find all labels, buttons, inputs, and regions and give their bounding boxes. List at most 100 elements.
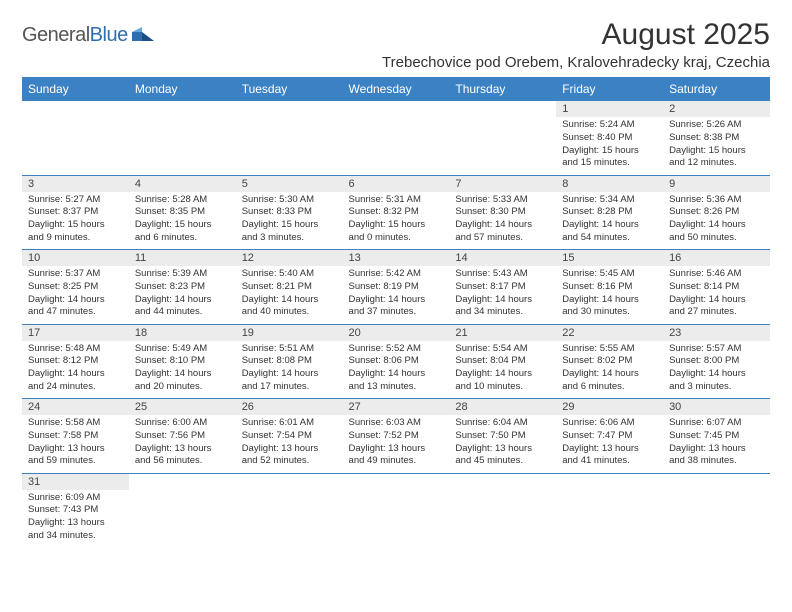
sunset-line: Sunset: 7:54 PM (242, 430, 337, 443)
day-number-cell: 10 (22, 250, 129, 267)
day-number-cell (343, 473, 450, 490)
day-number-cell (449, 101, 556, 117)
sunrise-line: Sunrise: 5:45 AM (562, 268, 657, 281)
sunrise-line: Sunrise: 5:24 AM (562, 119, 657, 132)
sunset-line: Sunset: 8:38 PM (669, 132, 764, 145)
day-number-cell: 27 (343, 399, 450, 416)
day-number-cell: 8 (556, 175, 663, 192)
sunrise-line: Sunrise: 5:36 AM (669, 194, 764, 207)
day-number-cell (236, 473, 343, 490)
daylight-line: Daylight: 14 hours and 44 minutes. (135, 294, 230, 320)
day-detail-cell: Sunrise: 5:37 AMSunset: 8:25 PMDaylight:… (22, 266, 129, 324)
detail-row: Sunrise: 5:48 AMSunset: 8:12 PM Daylight:… (22, 341, 770, 399)
sunset-line: Sunset: 7:43 PM (28, 504, 123, 517)
day-detail-cell: Sunrise: 5:45 AMSunset: 8:16 PMDaylight:… (556, 266, 663, 324)
sunrise-line: Sunrise: 5:54 AM (455, 343, 550, 356)
day-detail-cell: Sunrise: 5:24 AMSunset: 8:40 PMDaylight:… (556, 117, 663, 175)
sunrise-line: Sunrise: 5:40 AM (242, 268, 337, 281)
day-number-cell (663, 473, 770, 490)
day-number-cell: 5 (236, 175, 343, 192)
sunrise-line: Sunrise: 5:48 AM (28, 343, 123, 356)
sunrise-line: Sunrise: 5:57 AM (669, 343, 764, 356)
sunrise-line: Sunrise: 5:34 AM (562, 194, 657, 207)
day-detail-cell: Sunrise: 5:40 AMSunset: 8:21 PMDaylight:… (236, 266, 343, 324)
sunrise-line: Sunrise: 6:09 AM (28, 492, 123, 505)
day-number-cell (129, 473, 236, 490)
daylight-line: Daylight: 15 hours and 15 minutes. (562, 145, 657, 171)
sunset-line: Sunset: 8:04 PM (455, 355, 550, 368)
weekday-header: Sunday (22, 77, 129, 101)
detail-row: Sunrise: 5:27 AMSunset: 8:37 PMDaylight:… (22, 192, 770, 250)
sunset-line: Sunset: 8:21 PM (242, 281, 337, 294)
day-number-cell: 22 (556, 324, 663, 341)
sunrise-line: Sunrise: 5:51 AM (242, 343, 337, 356)
day-detail-cell (343, 117, 450, 175)
sunrise-line: Sunrise: 5:46 AM (669, 268, 764, 281)
day-number-cell: 20 (343, 324, 450, 341)
day-number-cell: 13 (343, 250, 450, 267)
day-detail-cell: Sunrise: 5:34 AMSunset: 8:28 PMDaylight:… (556, 192, 663, 250)
daylight-line: Daylight: 14 hours and 10 minutes. (455, 368, 550, 394)
day-number-cell: 29 (556, 399, 663, 416)
calendar-table: SundayMondayTuesdayWednesdayThursdayFrid… (22, 77, 770, 548)
daylight-line: Daylight: 13 hours and 41 minutes. (562, 443, 657, 469)
sunrise-line: Sunrise: 5:28 AM (135, 194, 230, 207)
header: GeneralBlue August 2025 Trebechovice pod… (22, 18, 770, 71)
day-number-cell: 26 (236, 399, 343, 416)
daylight-line: Daylight: 14 hours and 34 minutes. (455, 294, 550, 320)
daynum-row: 3456789 (22, 175, 770, 192)
daynum-row: 24252627282930 (22, 399, 770, 416)
weekday-header: Monday (129, 77, 236, 101)
daynum-row: 10111213141516 (22, 250, 770, 267)
sunset-line: Sunset: 8:19 PM (349, 281, 444, 294)
daylight-line: Daylight: 14 hours and 30 minutes. (562, 294, 657, 320)
day-detail-cell: Sunrise: 5:42 AMSunset: 8:19 PMDaylight:… (343, 266, 450, 324)
daylight-line: Daylight: 15 hours and 6 minutes. (135, 219, 230, 245)
daylight-line: Daylight: 15 hours and 12 minutes. (669, 145, 764, 171)
daylight-line: Daylight: 14 hours and 57 minutes. (455, 219, 550, 245)
sunset-line: Sunset: 8:14 PM (669, 281, 764, 294)
daylight-line: Daylight: 14 hours and 6 minutes. (562, 368, 657, 394)
daylight-line: Daylight: 14 hours and 40 minutes. (242, 294, 337, 320)
day-detail-cell (129, 117, 236, 175)
day-detail-cell: Sunrise: 5:57 AMSunset: 8:00 PMDaylight:… (663, 341, 770, 399)
day-number-cell: 31 (22, 473, 129, 490)
sunset-line: Sunset: 8:30 PM (455, 206, 550, 219)
sunset-line: Sunset: 8:12 PM (28, 355, 123, 368)
month-title: August 2025 (382, 18, 770, 52)
location: Trebechovice pod Orebem, Kralovehradecky… (382, 54, 770, 71)
sunrise-line: Sunrise: 5:58 AM (28, 417, 123, 430)
sunset-line: Sunset: 8:26 PM (669, 206, 764, 219)
day-number-cell (22, 101, 129, 117)
daylight-line: Daylight: 14 hours and 20 minutes. (135, 368, 230, 394)
day-number-cell: 2 (663, 101, 770, 117)
sunrise-line: Sunrise: 6:07 AM (669, 417, 764, 430)
sunset-line: Sunset: 8:23 PM (135, 281, 230, 294)
day-number-cell: 25 (129, 399, 236, 416)
sunset-line: Sunset: 7:58 PM (28, 430, 123, 443)
day-detail-cell: Sunrise: 5:30 AMSunset: 8:33 PMDaylight:… (236, 192, 343, 250)
day-number-cell: 18 (129, 324, 236, 341)
brand-name: GeneralBlue (22, 24, 128, 47)
day-detail-cell: Sunrise: 5:27 AMSunset: 8:37 PMDaylight:… (22, 192, 129, 250)
day-detail-cell: Sunrise: 5:58 AMSunset: 7:58 PMDaylight:… (22, 415, 129, 473)
day-detail-cell (343, 490, 450, 548)
day-detail-cell: Sunrise: 5:54 AMSunset: 8:04 PMDaylight:… (449, 341, 556, 399)
sunset-line: Sunset: 8:40 PM (562, 132, 657, 145)
day-number-cell: 28 (449, 399, 556, 416)
sunset-line: Sunset: 8:16 PM (562, 281, 657, 294)
calendar-header-row: SundayMondayTuesdayWednesdayThursdayFrid… (22, 77, 770, 101)
day-detail-cell: Sunrise: 6:09 AMSunset: 7:43 PMDaylight:… (22, 490, 129, 548)
sunrise-line: Sunrise: 5:55 AM (562, 343, 657, 356)
daylight-line: Daylight: 15 hours and 3 minutes. (242, 219, 337, 245)
day-number-cell: 7 (449, 175, 556, 192)
day-detail-cell: Sunrise: 5:46 AMSunset: 8:14 PMDaylight:… (663, 266, 770, 324)
day-number-cell: 12 (236, 250, 343, 267)
day-detail-cell: Sunrise: 5:49 AMSunset: 8:10 PMDaylight:… (129, 341, 236, 399)
weekday-header: Wednesday (343, 77, 450, 101)
sunset-line: Sunset: 8:28 PM (562, 206, 657, 219)
day-detail-cell (449, 490, 556, 548)
day-number-cell: 6 (343, 175, 450, 192)
day-number-cell: 21 (449, 324, 556, 341)
day-detail-cell: Sunrise: 5:28 AMSunset: 8:35 PMDaylight:… (129, 192, 236, 250)
